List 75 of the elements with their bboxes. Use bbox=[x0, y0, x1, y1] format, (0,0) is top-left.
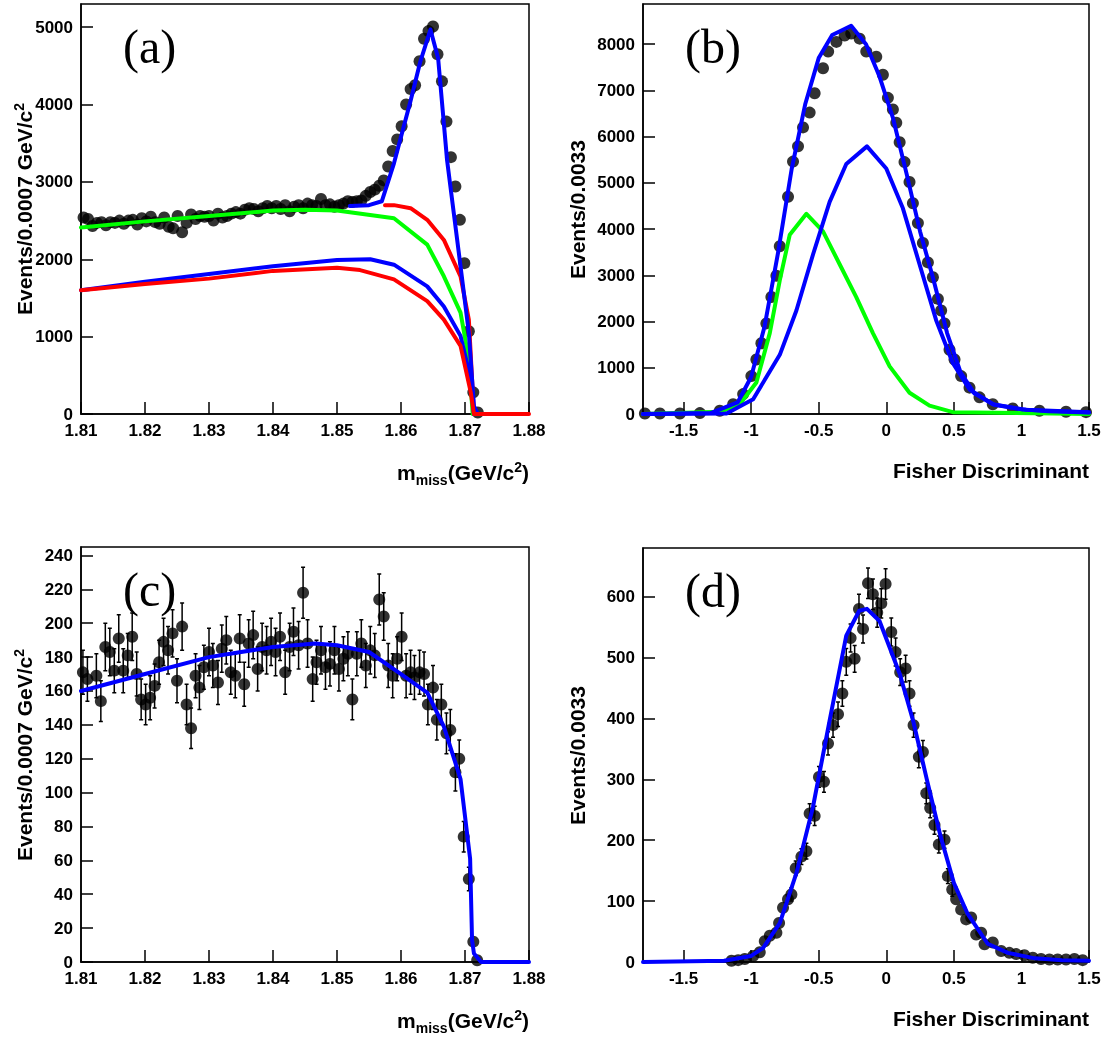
x-tick-label: 1.83 bbox=[192, 421, 226, 440]
y-tick-label: 100 bbox=[606, 891, 635, 911]
x-tick-label: 1.81 bbox=[64, 969, 98, 988]
y-tick-label: 3000 bbox=[597, 265, 635, 285]
x-tick-label: 1 bbox=[1016, 969, 1027, 988]
x-tick-label: 1.82 bbox=[128, 969, 162, 988]
x-axis-title: m$_{miss}$(GeV/c$^{2}$) bbox=[397, 459, 529, 489]
x-tick-label: 1.87 bbox=[448, 969, 482, 988]
y-tick-label: 1000 bbox=[597, 358, 635, 378]
y-tick-label: 100 bbox=[44, 783, 73, 803]
x-tick-label: -0.5 bbox=[804, 421, 834, 440]
y-tick-label: 400 bbox=[606, 708, 635, 728]
y-tick-label: 120 bbox=[44, 749, 73, 769]
x-tick-label: -1 bbox=[743, 421, 759, 440]
annotation: (b) bbox=[685, 19, 741, 74]
y-tick-label: 8000 bbox=[597, 34, 635, 54]
x-tick-label: 1.83 bbox=[192, 969, 226, 988]
x-axis-title: Fisher Discriminant bbox=[892, 459, 1089, 482]
x-tick-label: -1.5 bbox=[668, 421, 699, 440]
y-tick-label: 140 bbox=[44, 715, 73, 735]
x-tick-label: 1.87 bbox=[448, 421, 482, 440]
x-tick-label: -1 bbox=[743, 969, 759, 988]
annotation: (a) bbox=[123, 19, 177, 74]
x-tick-label: 0.5 bbox=[942, 421, 966, 440]
y-tick-label: 20 bbox=[54, 918, 73, 938]
y-tick-label: 180 bbox=[44, 647, 73, 667]
y-tick-label: 160 bbox=[44, 681, 73, 701]
x-tick-label: 1.84 bbox=[256, 969, 291, 988]
x-tick-label: 0 bbox=[881, 421, 892, 440]
y-tick-label: 240 bbox=[44, 545, 73, 565]
x-tick-label: 1.5 bbox=[1077, 969, 1101, 988]
y-tick-label: 0 bbox=[625, 952, 635, 972]
x-tick-label: 0.5 bbox=[942, 969, 966, 988]
y-tick-label: 6000 bbox=[597, 127, 635, 147]
y-tick-label: 0 bbox=[625, 404, 635, 424]
y-axis-title: Events/0.0033 bbox=[566, 139, 589, 279]
y-tick-label: 600 bbox=[606, 587, 635, 607]
y-tick-label: 60 bbox=[54, 850, 73, 870]
y-axis-title: Events/0.0033 bbox=[566, 685, 589, 825]
x-axis-title: Fisher Discriminant bbox=[892, 1007, 1089, 1030]
y-tick-label: 500 bbox=[606, 648, 635, 668]
y-tick-label: 5000 bbox=[597, 173, 635, 193]
y-tick-label: 200 bbox=[606, 830, 635, 850]
y-tick-label: 200 bbox=[44, 613, 73, 633]
x-tick-label: 1.81 bbox=[64, 421, 98, 440]
y-tick-label: 2000 bbox=[597, 312, 635, 332]
x-tick-label: 1.85 bbox=[320, 421, 354, 440]
x-tick-label: 1.82 bbox=[128, 421, 162, 440]
x-tick-label: 1.86 bbox=[384, 969, 418, 988]
x-tick-label: 1.85 bbox=[320, 969, 354, 988]
y-tick-label: 0 bbox=[63, 952, 73, 972]
y-tick-label: 0 bbox=[63, 404, 73, 424]
y-tick-label: 7000 bbox=[597, 80, 635, 100]
annotation: (c) bbox=[123, 562, 177, 617]
x-tick-label: 0 bbox=[881, 969, 892, 988]
y-tick-label: 2000 bbox=[35, 249, 73, 269]
x-tick-label: 1.5 bbox=[1077, 421, 1101, 440]
y-tick-label: 4000 bbox=[597, 219, 635, 239]
x-tick-label: 1.86 bbox=[384, 421, 418, 440]
annotation: (d) bbox=[685, 563, 741, 618]
x-tick-label: -0.5 bbox=[804, 969, 834, 988]
y-tick-label: 300 bbox=[606, 769, 635, 789]
x-tick-label: 1 bbox=[1016, 421, 1027, 440]
y-tick-label: 40 bbox=[54, 884, 73, 904]
y-tick-label: 5000 bbox=[35, 17, 73, 37]
x-tick-label: -1.5 bbox=[668, 969, 699, 988]
x-tick-label: 1.84 bbox=[256, 421, 291, 440]
x-axis-title: m$_{miss}$(GeV/c$^{2}$) bbox=[397, 1007, 529, 1037]
y-tick-label: 3000 bbox=[35, 172, 73, 192]
y-tick-label: 1000 bbox=[35, 327, 73, 347]
x-tick-label: 1.88 bbox=[512, 969, 546, 988]
x-tick-label: 1.88 bbox=[512, 421, 546, 440]
y-tick-label: 4000 bbox=[35, 95, 73, 115]
y-tick-label: 80 bbox=[54, 816, 73, 836]
y-tick-label: 220 bbox=[44, 579, 73, 599]
